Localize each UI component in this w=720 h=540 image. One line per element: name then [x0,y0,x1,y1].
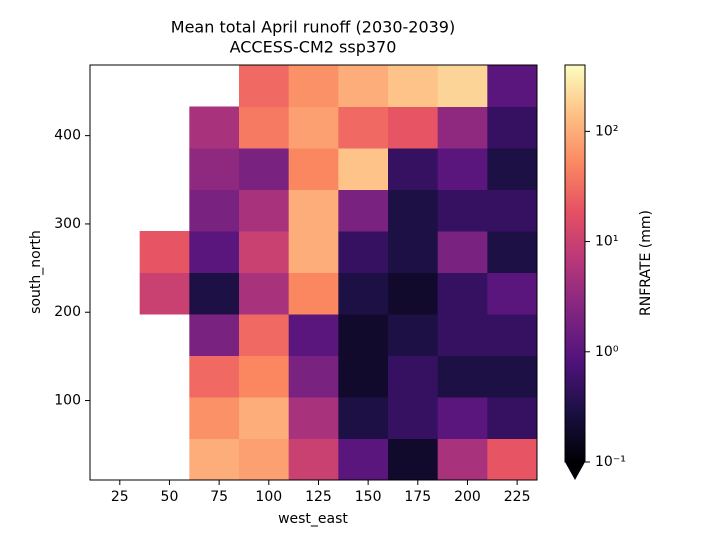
heat-cell [487,231,538,273]
colorbar-label: RNFRATE (mm) [638,210,654,316]
colorbar-tick-label: 10⁻¹ [595,454,626,470]
heat-cell [338,148,389,190]
heat-cell [388,231,439,273]
heat-cell [437,397,488,439]
y-tick-label: 300 [54,216,81,232]
heat-cell [437,272,488,315]
x-tick-label: 100 [255,489,282,505]
x-tick-label: 50 [161,489,179,505]
heat-cell [487,148,538,190]
plot-frame [89,64,538,481]
heat-cell [437,65,488,107]
heat-cell [189,314,240,356]
heat-cell [288,189,339,232]
heat-cell [388,397,439,439]
chart-subtitle: ACCESS-CM2 ssp370 [230,38,397,57]
heat-cell [239,397,290,439]
colorbar-tick-label: 10² [595,123,618,139]
heat-cell [388,355,439,398]
heat-cell [189,231,240,273]
heat-cell [487,106,538,149]
heat-cell [487,189,538,232]
heat-cell [487,355,538,398]
heat-cell [487,65,538,107]
heat-cell [189,106,240,149]
colorbar [565,65,585,462]
heat-cell [388,148,439,190]
heat-cell [487,272,538,315]
heat-cell [239,272,290,315]
heat-cell [437,189,488,232]
heat-cell [437,231,488,273]
heat-cell [239,65,290,107]
colorbar-tick-label: 10¹ [595,234,618,250]
heat-cell [437,438,488,481]
heat-cell [239,314,290,356]
heat-cell [487,314,538,356]
heat-cell [288,148,339,190]
heat-cell [338,65,389,107]
heat-cell [288,314,339,356]
heat-cell [239,148,290,190]
heat-cell [239,438,290,481]
x-tick-label: 25 [111,489,129,505]
heat-cell [338,314,389,356]
colorbar-tick-label: 10⁰ [595,344,619,360]
colorbar-frame [564,64,586,463]
colorbar-extend [565,462,585,480]
heat-cell [437,314,488,356]
heat-cell [239,189,290,232]
heat-cell [437,355,488,398]
heat-cell [338,189,389,232]
heat-cell [388,438,439,481]
heat-cell [288,231,339,273]
heat-cell [437,148,488,190]
y-axis-label: south_north [28,230,44,314]
x-axis-label: west_east [278,511,348,527]
heat-cell [437,106,488,149]
heat-cell [189,148,240,190]
y-tick-label: 200 [54,304,81,320]
heat-cell [189,397,240,439]
heat-cell [338,272,389,315]
heat-cell [139,272,190,315]
heat-cell [189,438,240,481]
heat-cell [487,397,538,439]
heat-cell [139,231,190,273]
heat-cell [239,355,290,398]
heat-cell [288,355,339,398]
heat-cell [288,106,339,149]
y-tick-label: 100 [54,393,81,409]
heat-cell [288,438,339,481]
y-tick-label: 400 [54,128,81,144]
x-tick-label: 200 [454,489,481,505]
heat-cell [239,231,290,273]
heat-cell [388,106,439,149]
heat-cell [189,355,240,398]
heat-cell [239,106,290,149]
x-tick-label: 175 [404,489,431,505]
heat-cell [338,106,389,149]
heat-cell [388,189,439,232]
heat-cell [288,397,339,439]
x-tick-label: 75 [210,489,228,505]
heat-cell [487,438,538,481]
heat-cell [288,65,339,107]
heat-cell [338,355,389,398]
heat-cell [338,438,389,481]
heat-cell [388,314,439,356]
x-tick-label: 225 [504,489,531,505]
heat-cell [388,65,439,107]
x-tick-label: 150 [355,489,382,505]
heat-cell [189,272,240,315]
chart-title: Mean total April runoff (2030-2039) [171,18,455,37]
heat-cell [189,189,240,232]
heat-cell [338,397,389,439]
heat-cell [388,272,439,315]
heat-cell [338,231,389,273]
x-tick-label: 125 [305,489,332,505]
heat-cell [288,272,339,315]
